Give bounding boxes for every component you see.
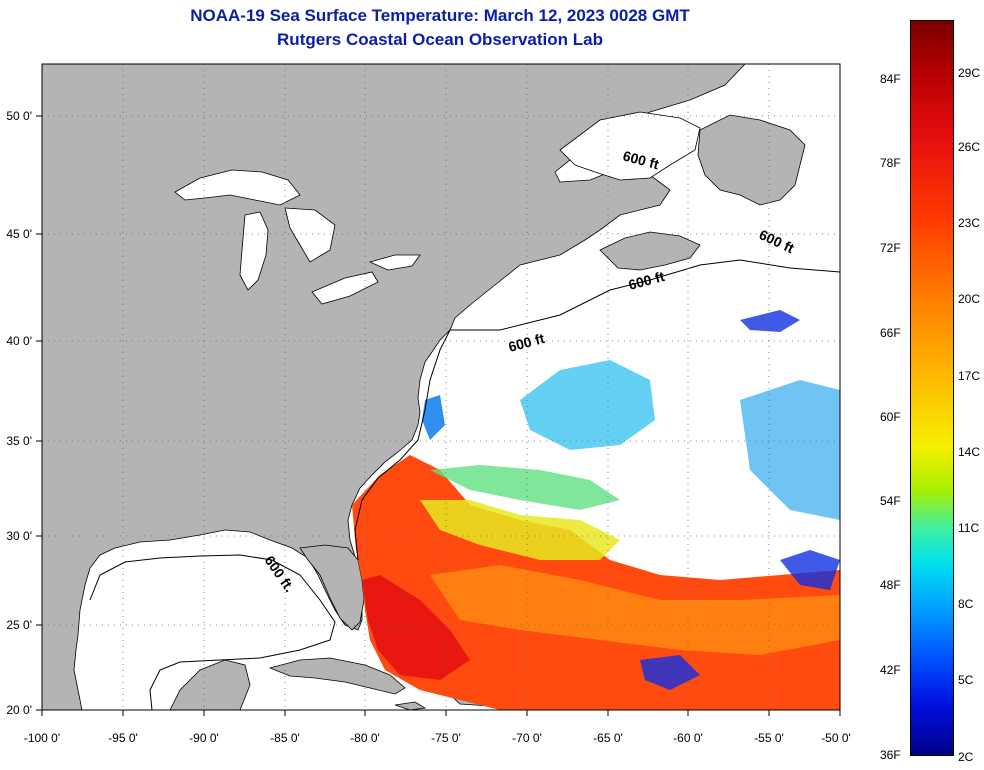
colorbar-f-label: 78F <box>880 156 901 170</box>
lake-erie <box>311 271 379 305</box>
colorbar-f-label: 36F <box>880 748 901 762</box>
colorbar-c-label: 2C <box>958 750 974 764</box>
lat-label: 30 0' <box>6 529 32 543</box>
florida-land <box>299 544 365 631</box>
north-america-land <box>42 64 746 710</box>
axis-ticks <box>36 115 841 716</box>
colorbar-c-label: 20C <box>958 292 981 306</box>
lon-label: -65 0' <box>593 731 623 745</box>
lon-label: -50 0' <box>821 731 851 745</box>
lon-label: -55 0' <box>754 731 784 745</box>
sst-cyan-patch <box>520 360 655 450</box>
lat-label: 45 0' <box>6 227 32 241</box>
lake-michigan <box>239 211 269 291</box>
lon-label: -90 0' <box>189 731 219 745</box>
sst-light-blue-chesapeake <box>422 395 445 440</box>
st-lawrence <box>559 111 701 181</box>
sst-green-band <box>430 465 620 510</box>
colorbar-f-label: 48F <box>880 578 901 592</box>
lon-label: -95 0' <box>108 731 138 745</box>
graticule <box>42 64 840 710</box>
lake-ontario <box>368 254 421 271</box>
colorbar-f-label: 72F <box>880 241 901 255</box>
colorbar-f-label: 54F <box>880 494 901 508</box>
isobath-line-coastal <box>354 329 451 561</box>
lat-label: 35 0' <box>6 434 32 448</box>
sst-orange-band <box>430 565 840 655</box>
map-subtitle: Rutgers Coastal Ocean Observation Lab <box>277 30 603 49</box>
lat-label: 20 0' <box>6 703 32 717</box>
isobath-line-gulf <box>89 554 336 710</box>
colorbar-c-label: 8C <box>958 597 974 611</box>
isobath-line-northeast <box>450 259 840 331</box>
colorbar-c-label: 14C <box>958 445 981 459</box>
colorbar-c-label: 17C <box>958 369 981 383</box>
lake-huron <box>284 207 336 263</box>
colorbar-f-label: 84F <box>880 72 901 86</box>
lon-label: -70 0' <box>512 731 542 745</box>
lake-superior <box>174 169 301 206</box>
cuba-land <box>268 657 406 695</box>
colorbar-c-label: 23C <box>958 216 981 230</box>
jamaica-land <box>394 701 427 710</box>
nova-scotia-land <box>599 231 701 271</box>
lon-label: -100 0' <box>24 731 60 745</box>
colorbar-c-label: 26C <box>958 140 981 154</box>
lat-label: 40 0' <box>6 334 32 348</box>
colorbar-f-label: 42F <box>880 663 901 677</box>
map-frame <box>41 63 841 711</box>
sst-red-coastal <box>362 575 470 680</box>
lon-label: -75 0' <box>431 731 461 745</box>
yucatan-land <box>169 659 251 710</box>
colorbar-f-label: 60F <box>880 410 901 424</box>
sst-cool-east <box>740 380 840 520</box>
lon-label: -85 0' <box>270 731 300 745</box>
colorbar-c-label: 11C <box>958 521 980 535</box>
lon-label: -60 0' <box>673 731 703 745</box>
lat-label: 50 0' <box>6 109 32 123</box>
colorbar-c-label: 5C <box>958 673 974 687</box>
colorbar-c-label: 29C <box>958 66 981 80</box>
map-title: NOAA-19 Sea Surface Temperature: March 1… <box>190 6 690 25</box>
newfoundland-land <box>697 114 806 206</box>
colorbar-f-label: 66F <box>880 326 901 340</box>
lat-label: 25 0' <box>6 618 32 632</box>
temperature-colorbar <box>910 20 954 756</box>
lon-label: -80 0' <box>350 731 380 745</box>
sst-yellow-band <box>420 500 620 560</box>
